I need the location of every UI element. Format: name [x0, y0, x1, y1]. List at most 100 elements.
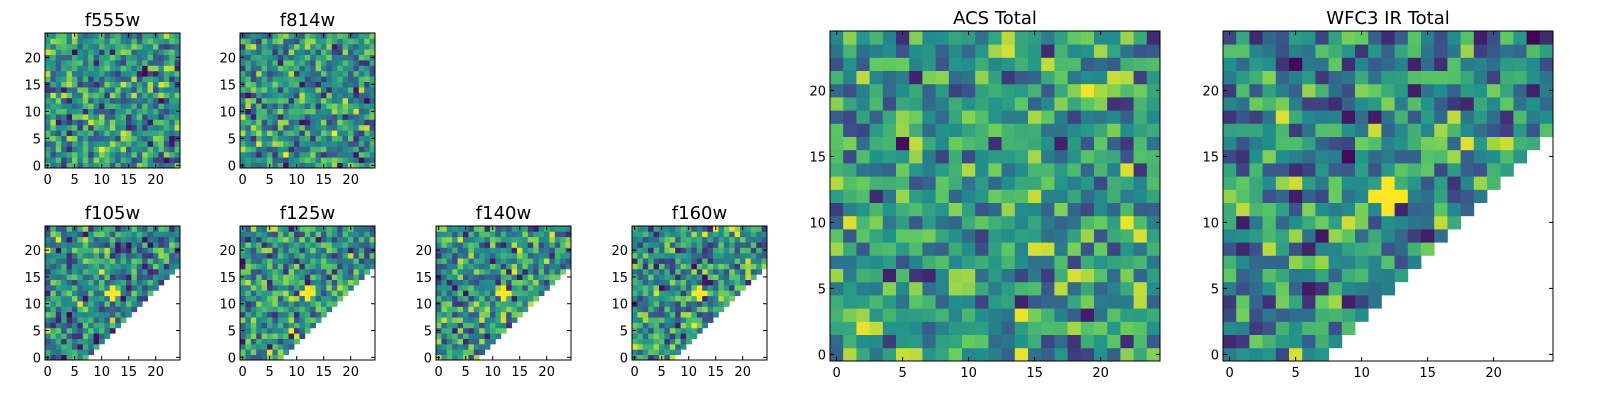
heatmap-cell — [1275, 347, 1290, 362]
heatmap-cell — [948, 44, 963, 58]
heatmap-cell — [348, 284, 354, 291]
heatmap-cell — [93, 242, 100, 248]
heatmap-cell — [337, 43, 343, 50]
heatmap-cell — [856, 321, 870, 335]
heatmap-cell — [120, 87, 127, 93]
heatmap-cell — [277, 141, 284, 147]
heatmap-cell — [315, 108, 322, 115]
heatmap-cell — [272, 274, 279, 280]
heatmap-cell — [522, 226, 529, 232]
heatmap-cell — [1014, 242, 1029, 256]
heatmap-cell — [261, 43, 268, 50]
heatmap-cell — [358, 124, 365, 131]
heatmap-cell — [500, 231, 507, 238]
heatmap-cell — [843, 149, 857, 164]
heatmap-cell — [66, 103, 73, 109]
heatmap-cell — [131, 60, 138, 66]
heatmap-cell — [245, 65, 252, 72]
heatmap-cell — [734, 242, 741, 248]
heatmap-cell — [975, 295, 989, 309]
heatmap-cell — [686, 258, 692, 264]
heatmap-cell — [82, 306, 89, 313]
heatmap-cell — [158, 114, 165, 120]
heatmap-cell — [126, 124, 132, 131]
heatmap-cell — [55, 60, 62, 66]
heatmap-cell — [109, 38, 116, 45]
heatmap-cell — [50, 226, 57, 232]
heatmap-cell — [1067, 308, 1082, 322]
heatmap-cell — [922, 347, 936, 362]
heatmap-cell — [250, 284, 257, 291]
heatmap-cell — [495, 306, 502, 313]
heatmap-cell — [256, 114, 262, 120]
heatmap-cell — [120, 130, 127, 136]
heatmap-cell — [147, 130, 154, 136]
y-tick-label: 0 — [228, 159, 236, 174]
heatmap-cell — [935, 334, 950, 349]
heatmap-cell — [72, 258, 78, 264]
heatmap-cell — [245, 135, 252, 142]
heatmap-cell — [326, 130, 333, 136]
heatmap-cell — [1223, 242, 1237, 256]
heatmap-cell — [88, 306, 94, 313]
heatmap-cell — [77, 268, 84, 275]
heatmap-cell — [342, 274, 349, 280]
heatmap-cell — [479, 333, 485, 339]
heatmap-cell — [522, 268, 529, 275]
heatmap-cell — [1107, 215, 1121, 230]
heatmap-cell — [331, 108, 338, 115]
heatmap-cell — [131, 65, 138, 72]
heatmap-cell — [109, 70, 116, 77]
heatmap-cell — [88, 119, 94, 126]
heatmap-cell — [50, 43, 57, 50]
panel-title: WFC3 IR Total — [1326, 8, 1449, 29]
heatmap-cell — [104, 108, 111, 115]
heatmap-cell — [856, 242, 870, 256]
heatmap-cell — [484, 226, 491, 232]
heatmap-cell — [723, 274, 730, 280]
heatmap-cell — [342, 76, 349, 82]
heatmap-cell — [88, 311, 94, 318]
heatmap-cell — [277, 301, 284, 307]
heatmap-cells — [45, 33, 181, 169]
heatmap-cell — [304, 103, 311, 109]
heatmap-cell — [294, 130, 300, 136]
heatmap-cell — [648, 343, 654, 350]
heatmap-cell — [55, 76, 62, 82]
x-tick-label: 15 — [511, 365, 528, 380]
heatmap-cell — [723, 279, 730, 286]
heatmap-cell — [948, 202, 963, 217]
heatmap-cell — [935, 281, 950, 296]
heatmap-cell — [142, 284, 148, 291]
heatmap-cell — [962, 229, 976, 243]
heatmap-cell — [675, 268, 681, 275]
heatmap-cell — [342, 54, 349, 61]
heatmap-cell — [664, 354, 671, 361]
heatmap-cell — [88, 322, 94, 329]
heatmap-cell — [353, 124, 360, 131]
heatmap-cell — [1236, 70, 1250, 85]
heatmap-cell — [174, 49, 181, 55]
heatmap-cell — [648, 301, 654, 307]
heatmap-cell — [50, 301, 57, 307]
heatmap-cell — [61, 54, 67, 61]
heatmap-cell — [632, 317, 638, 323]
heatmap-cell — [369, 119, 376, 126]
heatmap-cell — [495, 258, 502, 264]
heatmap-cell — [245, 242, 252, 248]
heatmap-cell — [304, 130, 311, 136]
heatmap-cell — [45, 49, 51, 55]
heatmap-cell — [331, 119, 338, 126]
heatmap-cell — [358, 60, 365, 66]
heatmap-cell — [988, 281, 1002, 296]
heatmap-cell — [452, 279, 458, 286]
heatmap-cell — [321, 242, 327, 248]
heatmap-cell — [446, 343, 453, 350]
heatmap-cell — [72, 54, 78, 61]
heatmap-cell — [50, 317, 57, 323]
heatmap-cell — [115, 151, 121, 158]
heatmap-cell — [691, 306, 698, 313]
heatmap-cell — [109, 247, 116, 254]
heatmap-cell — [1041, 229, 1055, 243]
heatmap-cell — [147, 226, 154, 232]
